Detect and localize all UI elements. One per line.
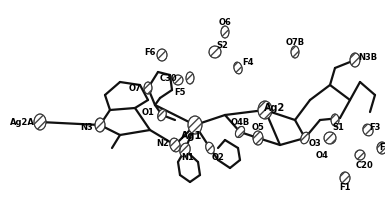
Ellipse shape — [157, 49, 167, 61]
Ellipse shape — [235, 126, 244, 138]
Text: O4: O4 — [316, 150, 328, 160]
Text: C20: C20 — [356, 160, 374, 170]
Text: F1: F1 — [339, 184, 351, 192]
Text: O7: O7 — [129, 83, 141, 92]
Text: O4B: O4B — [230, 118, 249, 126]
Ellipse shape — [173, 75, 183, 85]
Ellipse shape — [377, 142, 385, 154]
Ellipse shape — [209, 46, 221, 58]
Text: S2: S2 — [216, 41, 228, 49]
Ellipse shape — [95, 118, 105, 132]
Ellipse shape — [206, 142, 214, 154]
Text: N3B: N3B — [358, 53, 378, 61]
Ellipse shape — [188, 116, 202, 134]
Text: Ag2A: Ag2A — [10, 118, 34, 126]
Text: Ag1: Ag1 — [181, 131, 203, 141]
Text: F3: F3 — [369, 124, 381, 133]
Ellipse shape — [221, 26, 229, 38]
Text: O2: O2 — [212, 153, 224, 162]
Text: S1: S1 — [332, 124, 344, 133]
Text: F2: F2 — [379, 143, 385, 153]
Ellipse shape — [291, 46, 299, 58]
Ellipse shape — [355, 150, 365, 160]
Text: O5: O5 — [251, 124, 264, 133]
Ellipse shape — [363, 124, 373, 136]
Text: F5: F5 — [174, 87, 186, 97]
Text: O6: O6 — [219, 17, 231, 27]
Text: N3: N3 — [80, 124, 94, 133]
Ellipse shape — [258, 101, 272, 119]
Text: Ag2: Ag2 — [264, 103, 286, 113]
Ellipse shape — [253, 131, 263, 145]
Text: O1: O1 — [142, 107, 154, 116]
Text: F6: F6 — [144, 48, 156, 56]
Ellipse shape — [340, 172, 350, 184]
Text: F4: F4 — [242, 58, 254, 66]
Ellipse shape — [34, 114, 46, 130]
Ellipse shape — [158, 109, 166, 121]
Ellipse shape — [301, 132, 309, 144]
Text: N2: N2 — [157, 138, 169, 148]
Ellipse shape — [170, 138, 180, 152]
Ellipse shape — [186, 72, 194, 84]
Text: O3: O3 — [309, 138, 321, 148]
Ellipse shape — [324, 132, 336, 144]
Ellipse shape — [350, 53, 360, 67]
Ellipse shape — [144, 82, 152, 94]
Ellipse shape — [234, 62, 242, 74]
Ellipse shape — [331, 114, 339, 126]
Text: C30: C30 — [159, 73, 177, 82]
Ellipse shape — [180, 143, 190, 157]
Text: O7B: O7B — [285, 37, 305, 46]
Text: N1: N1 — [182, 153, 194, 162]
